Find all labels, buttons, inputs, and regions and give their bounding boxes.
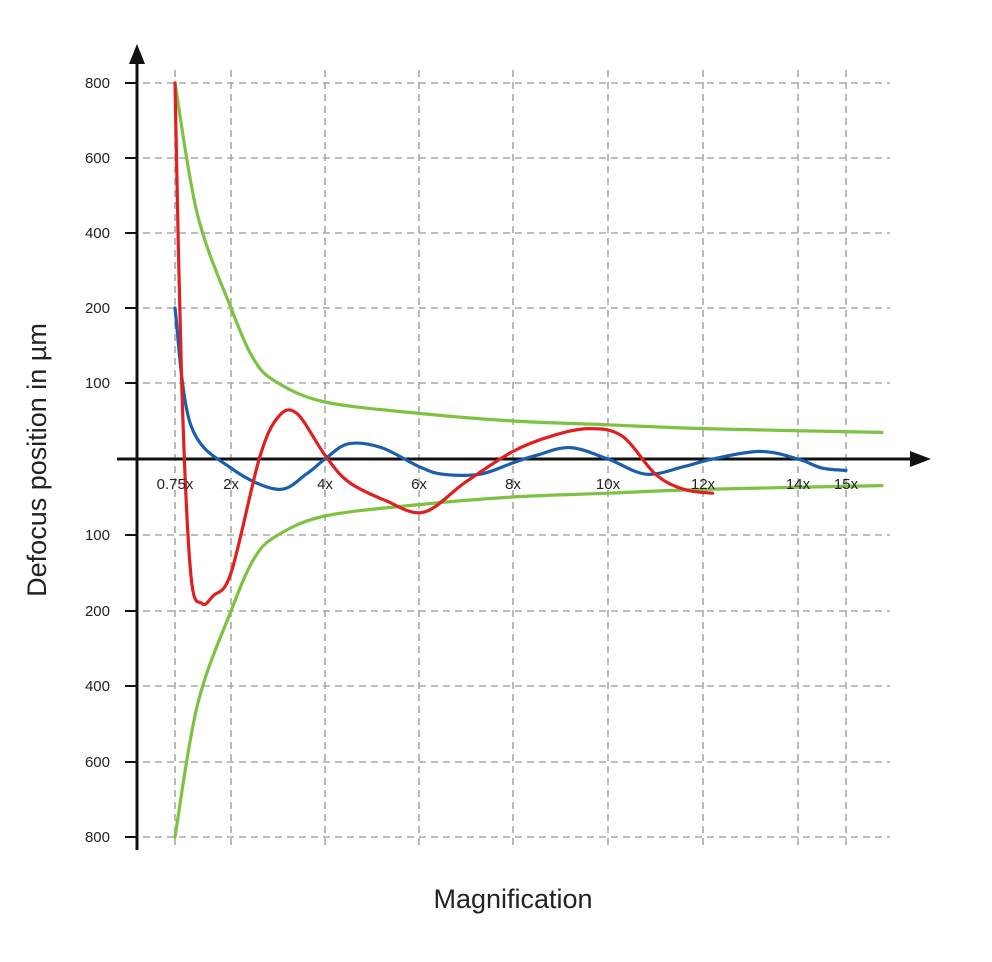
x-tick-label: 0.75x [157,476,194,493]
y-tick-label: 800 [85,829,110,846]
series-line-3 [173,306,848,492]
y-tick-label: 400 [85,225,110,242]
y-axis-title: Defocus position in µm [22,323,52,597]
x-tick-label: 8x [505,476,521,493]
y-tick-label: 800 [85,75,110,92]
series-line-4 [173,81,715,607]
y-tick-label: 600 [85,150,110,167]
x-axis-title: Magnification [433,884,592,914]
y-tick-label: 100 [85,527,110,544]
x-tick-label: 2x [223,476,239,493]
series-line-2 [173,484,884,839]
y-tick-label: 200 [85,300,110,317]
series-line-1 [173,81,884,434]
x-axis-arrowhead [910,451,931,467]
x-tick-label: 14x [786,476,811,493]
x-tick-label: 6x [411,476,427,493]
series-group [173,81,884,839]
y-tick-label: 200 [85,603,110,620]
x-tick-label: 10x [596,476,621,493]
y-tick-label: 100 [85,375,110,392]
x-tick-label: 15x [834,476,859,493]
tick-labels: 0.75x 2x 4x 6x 8x 10x 12x 14x 15x 800 600 400 200 100… [85,75,859,846]
y-axis-arrowhead [129,44,145,64]
x-tick-label: 12x [691,476,716,493]
axes [117,44,931,850]
y-tick-label: 400 [85,678,110,695]
x-tick-label: 4x [317,476,333,493]
y-tick-label: 600 [85,754,110,771]
